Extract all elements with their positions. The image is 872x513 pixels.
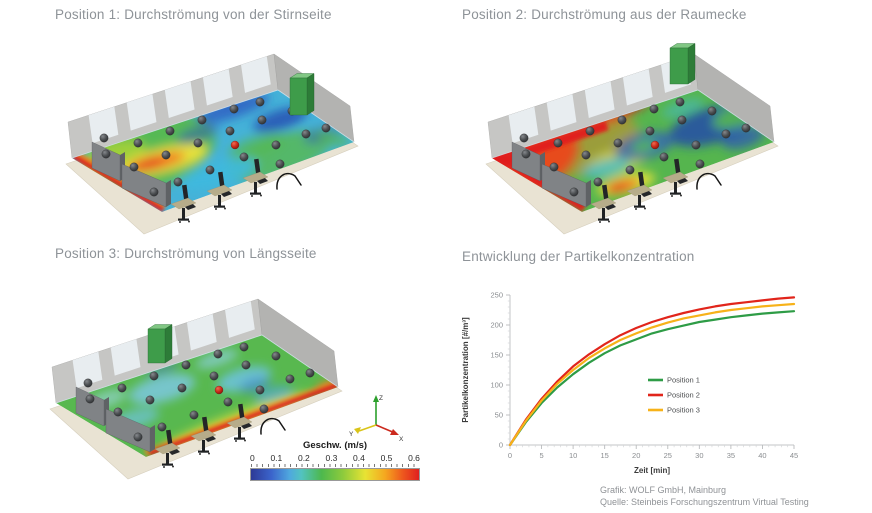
window: [622, 68, 653, 106]
panel-title-position-1: Position 1: Durchströmung von der Stirns…: [55, 7, 332, 22]
colorbar-tick-marks: [251, 464, 419, 467]
particle-spheres: [521, 97, 751, 197]
window: [126, 94, 157, 131]
y-tick-label: 250: [490, 291, 503, 300]
chair-desk: [590, 184, 617, 223]
particle-spheres: [85, 342, 315, 442]
window: [202, 68, 233, 106]
x-tick-label: 45: [790, 451, 798, 460]
y-tick-label: 0: [499, 441, 503, 450]
colorbar-tick: 0.6: [408, 453, 420, 463]
window: [88, 106, 119, 144]
window: [164, 81, 195, 119]
x-tick-label: 25: [664, 451, 672, 460]
y-tick-label: 50: [495, 411, 503, 420]
x-tick-label: 15: [600, 451, 608, 460]
chart-legend: Position 1 Position 2 Position 3: [648, 376, 700, 415]
footer-credit-quelle: Quelle: Steinbeis Forschungszentrum Virt…: [600, 496, 809, 507]
x-tick-label: 40: [758, 451, 766, 460]
panel-title-chart: Entwicklung der Partikelkonzentration: [462, 249, 695, 264]
gray-partitions: [511, 133, 591, 208]
colorbar-title: Geschw. (m/s): [302, 440, 368, 451]
series-line-position-3: [508, 302, 796, 447]
chair-desk: [190, 416, 217, 455]
chair-desk: [626, 171, 653, 210]
footer-credit-grafik: Grafik: WOLF GmbH, Mainburg: [600, 485, 727, 495]
chair-desk: [206, 171, 233, 210]
axis-label-x: X: [399, 436, 404, 443]
window: [110, 339, 141, 376]
legend-label: Position 2: [667, 391, 700, 400]
chair-row: [590, 158, 689, 223]
panel-title-position-2: Position 2: Durchströmung aus der Raumec…: [462, 7, 747, 22]
colorbar-tick: 0.2: [297, 453, 310, 463]
chart-axes: 0 5 10 15 20 25 30 35 40 45 0 50 100 150 200 250: [490, 291, 798, 460]
chair-desk: [242, 158, 269, 197]
air-purifier-unit: [289, 73, 315, 116]
legend-label: Position 1: [667, 376, 700, 385]
chair-desk: [226, 403, 253, 442]
window: [508, 106, 539, 144]
colorbar-tick: 0.5: [380, 453, 393, 463]
window: [546, 94, 577, 131]
axes-triad-icon: Z X Y: [349, 395, 404, 443]
colorbar-tick: 0: [250, 453, 255, 463]
door-arc-icon: [276, 172, 302, 190]
axis-label-y: Y: [349, 431, 354, 438]
gray-partitions: [75, 378, 155, 453]
cfd-room-position-3: Z X Y: [49, 298, 404, 480]
x-axis-label: Zeit [min]: [634, 466, 670, 475]
window: [225, 301, 255, 338]
air-purifier-unit: [669, 43, 696, 85]
cfd-room-position-2: [485, 43, 779, 235]
chair-desk: [662, 158, 689, 197]
x-tick-label: 35: [727, 451, 735, 460]
colorbar-gradient: [250, 468, 420, 481]
cfd-room-position-1: [65, 53, 359, 235]
colorbar-tick: 0.4: [353, 453, 365, 463]
chair-row: [170, 158, 269, 223]
x-tick-label: 5: [539, 451, 543, 460]
window: [584, 81, 615, 119]
velocity-colorbar: Geschw. (m/s) 0 0.1 0.2 0.3 0.4 0.5 0.6: [250, 440, 420, 481]
y-axis-label: Partikelkonzentration [#/m³]: [461, 317, 470, 423]
footer-credits: Grafik: WOLF GmbH, Mainburg Quelle: Stei…: [600, 485, 809, 508]
chair-row: [154, 403, 253, 468]
y-tick-label: 200: [490, 321, 503, 330]
series-line-position-2: [508, 296, 796, 447]
chair-desk: [154, 429, 181, 468]
red-particle-sphere: [214, 385, 224, 395]
air-purifier-unit: [147, 324, 173, 364]
x-tick-label: 0: [508, 451, 512, 460]
chair-desk: [170, 184, 197, 223]
y-tick-label: 150: [490, 351, 503, 360]
gray-partitions: [91, 133, 171, 208]
x-tick-label: 10: [569, 451, 577, 460]
panel-title-position-3: Position 3: Durchströmung von Längsseite: [55, 246, 317, 261]
colorbar-tick-labels: 0 0.1 0.2 0.3 0.4 0.5 0.6: [250, 453, 420, 463]
series-line-position-1: [508, 310, 796, 447]
x-tick-label: 30: [695, 451, 703, 460]
window: [241, 56, 271, 93]
red-particle-sphere: [650, 140, 660, 150]
y-tick-label: 100: [490, 381, 503, 390]
x-tick-label: 20: [632, 451, 640, 460]
colorbar-tick: 0.1: [270, 453, 283, 463]
door-arc-icon: [260, 417, 286, 435]
legend-label: Position 3: [667, 406, 700, 415]
door-arc-icon: [696, 172, 722, 190]
window: [186, 313, 217, 351]
axis-label-z: Z: [379, 395, 383, 402]
red-particle-sphere: [230, 140, 240, 150]
colorbar-tick: 0.3: [325, 453, 338, 463]
particle-concentration-chart: 0 5 10 15 20 25 30 35 40 45 0 50 100 150 200 250 Zeit [m…: [461, 291, 798, 475]
window: [72, 351, 103, 389]
